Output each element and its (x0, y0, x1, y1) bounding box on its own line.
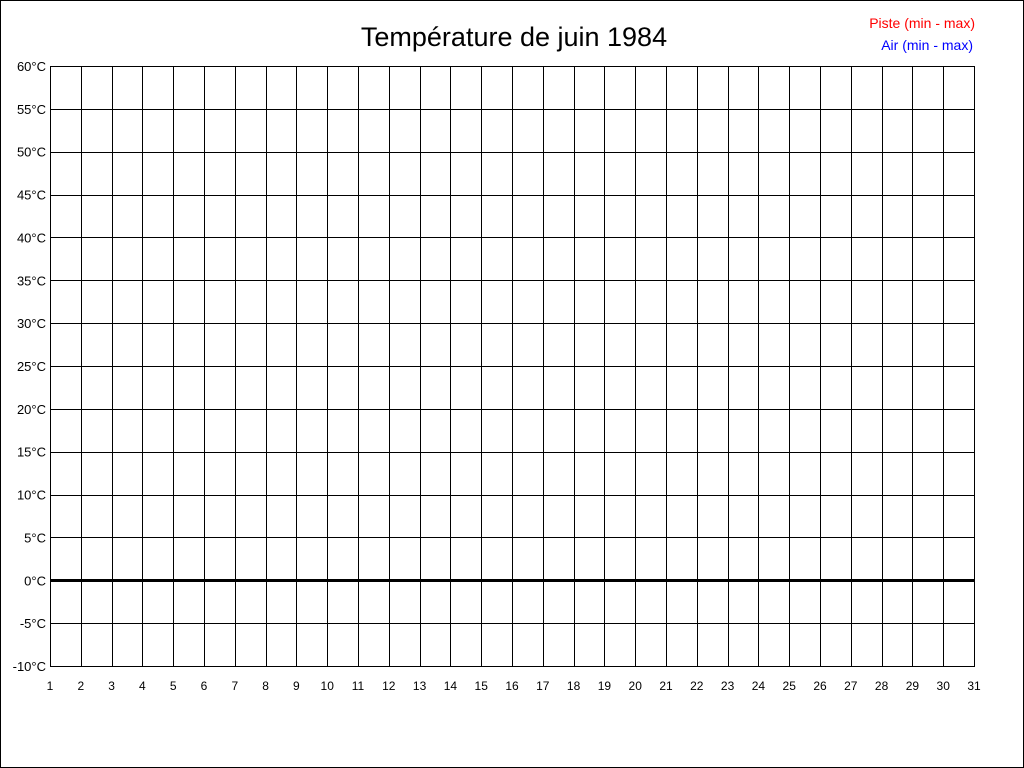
x-tick-label: 28 (875, 679, 889, 693)
x-tick-label: 12 (382, 679, 396, 693)
x-tick-label: 18 (567, 679, 581, 693)
x-tick-label: 10 (321, 679, 335, 693)
x-tick-label: 11 (352, 679, 365, 693)
y-tick-label: 45°C (17, 188, 46, 203)
y-tick-label: 10°C (17, 488, 46, 503)
grid (50, 66, 975, 667)
x-tick-label: 9 (293, 679, 300, 693)
x-tick-label: 21 (659, 679, 673, 693)
x-tick-label: 27 (844, 679, 858, 693)
y-tick-label: 60°C (17, 59, 46, 74)
y-tick-label: 25°C (17, 359, 46, 374)
y-tick-label: 5°C (24, 530, 46, 545)
y-tick-label: 50°C (17, 145, 46, 160)
x-tick-label: 20 (629, 679, 643, 693)
x-tick-label: 3 (108, 679, 115, 693)
x-tick-label: 1 (47, 679, 54, 693)
x-tick-label: 31 (967, 679, 981, 693)
legend-air: Air (min - max) (881, 37, 973, 53)
x-tick-label: 26 (813, 679, 827, 693)
plot-area-border (50, 66, 975, 667)
legend-piste: Piste (min - max) (869, 15, 975, 31)
x-tick-label: 15 (475, 679, 489, 693)
x-tick-label: 2 (77, 679, 84, 693)
x-tick-label: 24 (752, 679, 766, 693)
x-tick-label: 8 (262, 679, 269, 693)
y-tick-label: -5°C (20, 616, 46, 631)
chart-title: Température de juin 1984 (361, 22, 667, 52)
x-axis-ticks: 1 2 3 4 5 6 7 8 9 10 11 12 13 14 15 16 17 18 19 20 21 22 23 24 2… (47, 679, 981, 693)
y-tick-label: 40°C (17, 230, 46, 245)
x-tick-label: 16 (505, 679, 519, 693)
y-tick-label: 30°C (17, 316, 46, 331)
x-tick-label: 5 (170, 679, 177, 693)
x-tick-label: 25 (783, 679, 797, 693)
y-tick-label: 35°C (17, 273, 46, 288)
x-tick-label: 17 (536, 679, 550, 693)
x-tick-label: 30 (937, 679, 951, 693)
x-tick-label: 6 (201, 679, 208, 693)
x-tick-label: 29 (906, 679, 920, 693)
y-tick-label: 55°C (17, 102, 46, 117)
x-tick-label: 13 (413, 679, 427, 693)
y-axis-ticks: 60°C 55°C 50°C 45°C 40°C 35°C 30°C 25°C 20°C 15°C… (13, 59, 46, 674)
x-tick-label: 7 (231, 679, 238, 693)
x-tick-label: 14 (444, 679, 458, 693)
x-tick-label: 19 (598, 679, 612, 693)
y-tick-label: 0°C (24, 573, 46, 588)
x-tick-label: 4 (139, 679, 146, 693)
y-tick-label: 20°C (17, 402, 46, 417)
x-tick-label: 22 (690, 679, 704, 693)
x-tick-label: 23 (721, 679, 735, 693)
y-tick-label: -10°C (13, 659, 46, 674)
y-tick-label: 15°C (17, 445, 46, 460)
